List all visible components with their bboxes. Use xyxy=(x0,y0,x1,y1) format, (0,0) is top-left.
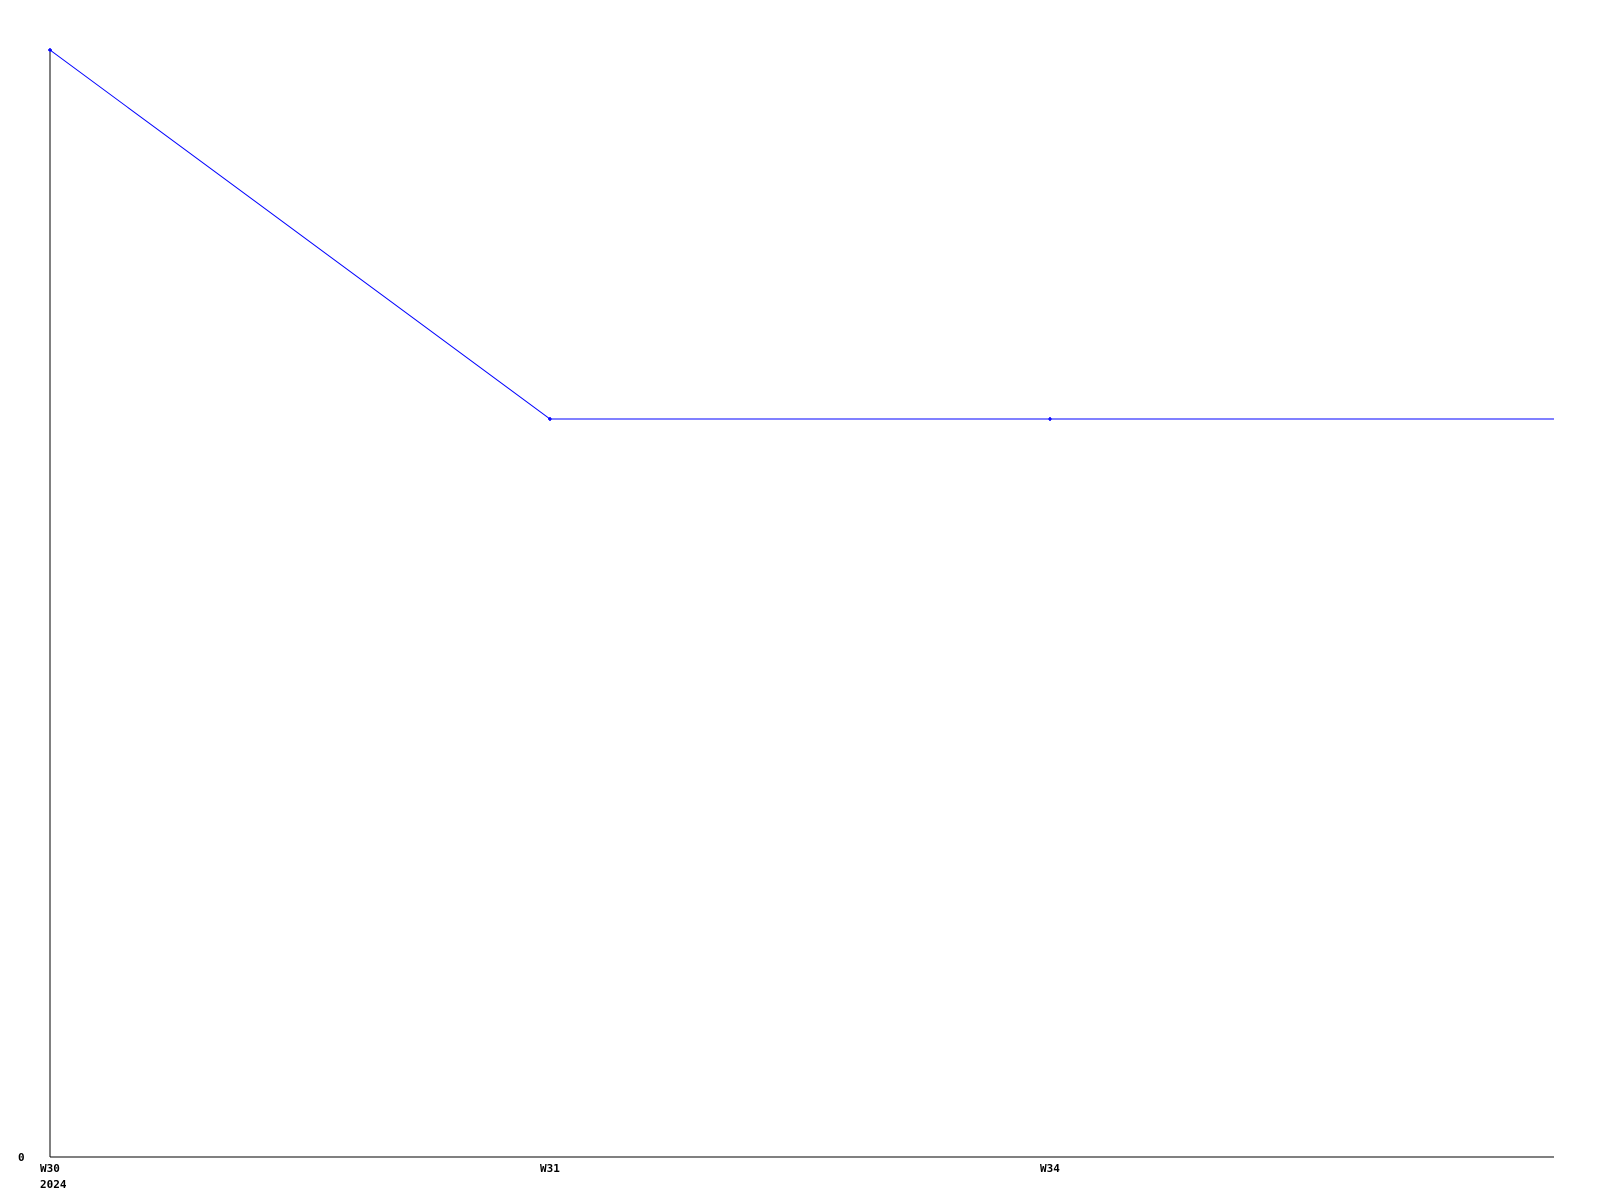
x-tick-label: W31 xyxy=(540,1162,560,1175)
x-tick-label: W34 xyxy=(1040,1162,1060,1175)
data-point xyxy=(548,417,552,421)
x-tick-sublabel: 2024 xyxy=(40,1178,67,1191)
data-point xyxy=(1048,417,1052,421)
x-tick-label: W30 xyxy=(40,1162,60,1175)
series-line xyxy=(49,49,1554,420)
y-tick-label: 0 xyxy=(18,1151,25,1164)
data-point xyxy=(48,48,52,52)
